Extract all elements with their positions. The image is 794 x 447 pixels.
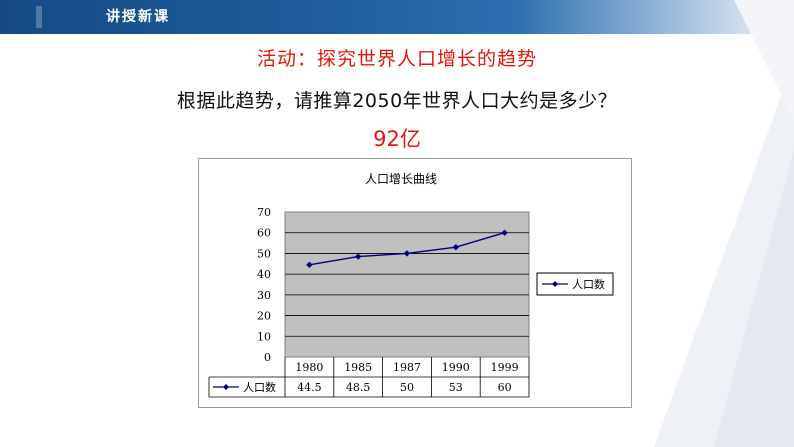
- section-label: 讲授新课: [106, 9, 170, 25]
- chart-title: 人口增长曲线: [365, 172, 437, 186]
- header-accent: [36, 6, 42, 28]
- plot-area: [284, 211, 530, 358]
- table-series-name: 人口数: [243, 381, 276, 394]
- background-decoration: [654, 0, 794, 447]
- header-bar: 讲授新课: [0, 0, 794, 34]
- table-value-cell: 60: [498, 381, 512, 394]
- data-point-marker: [452, 244, 459, 251]
- y-tick-label: 70: [257, 206, 271, 219]
- question-text: 根据此趋势，请推算2050年世界人口大约是多少？: [176, 90, 618, 112]
- x-category-label: 1980: [295, 361, 323, 374]
- y-tick-label: 0: [264, 351, 271, 364]
- table-value-cell: 44.5: [297, 381, 322, 394]
- data-point-marker: [403, 250, 411, 257]
- legend-key-marker: [552, 281, 558, 287]
- y-tick-label: 10: [257, 330, 271, 343]
- table-value-cell: 50: [400, 381, 414, 394]
- data-table: 1980 1985 1987 1990 1999 44.5 48.5 50 53 60 人口数: [208, 357, 530, 398]
- y-tick-label: 60: [257, 227, 271, 240]
- y-tick-label: 20: [257, 310, 271, 323]
- answer-text: 92亿: [373, 127, 421, 151]
- legend-label: 人口数: [572, 278, 605, 291]
- x-category-label: 1999: [491, 361, 519, 374]
- y-tick-label: 30: [257, 289, 271, 302]
- activity-title: 活动：探究世界人口增长的趋势: [256, 48, 537, 70]
- y-tick-label: 40: [257, 268, 271, 281]
- data-point-marker: [355, 253, 362, 260]
- chart-frame: 人口增长曲线 0 10 20 30 40 50 60 70 1980 1985 1987 1990 1…: [198, 158, 632, 408]
- table-value-cell: 48.5: [346, 381, 371, 394]
- legend-box: [536, 272, 614, 296]
- data-point-marker: [501, 229, 508, 236]
- x-category-label: 1990: [442, 361, 470, 374]
- table-value-cell: 53: [449, 381, 463, 394]
- series-layer: [306, 229, 508, 269]
- data-point-marker: [306, 261, 313, 269]
- y-tick-label: 50: [257, 247, 271, 260]
- x-category-label: 1985: [344, 361, 372, 374]
- y-axis-ticks: 0 10 20 30 40 50 60 70: [257, 206, 271, 364]
- x-category-label: 1987: [393, 361, 421, 374]
- legend: 人口数: [536, 272, 614, 296]
- table-series-key-marker: [223, 384, 229, 390]
